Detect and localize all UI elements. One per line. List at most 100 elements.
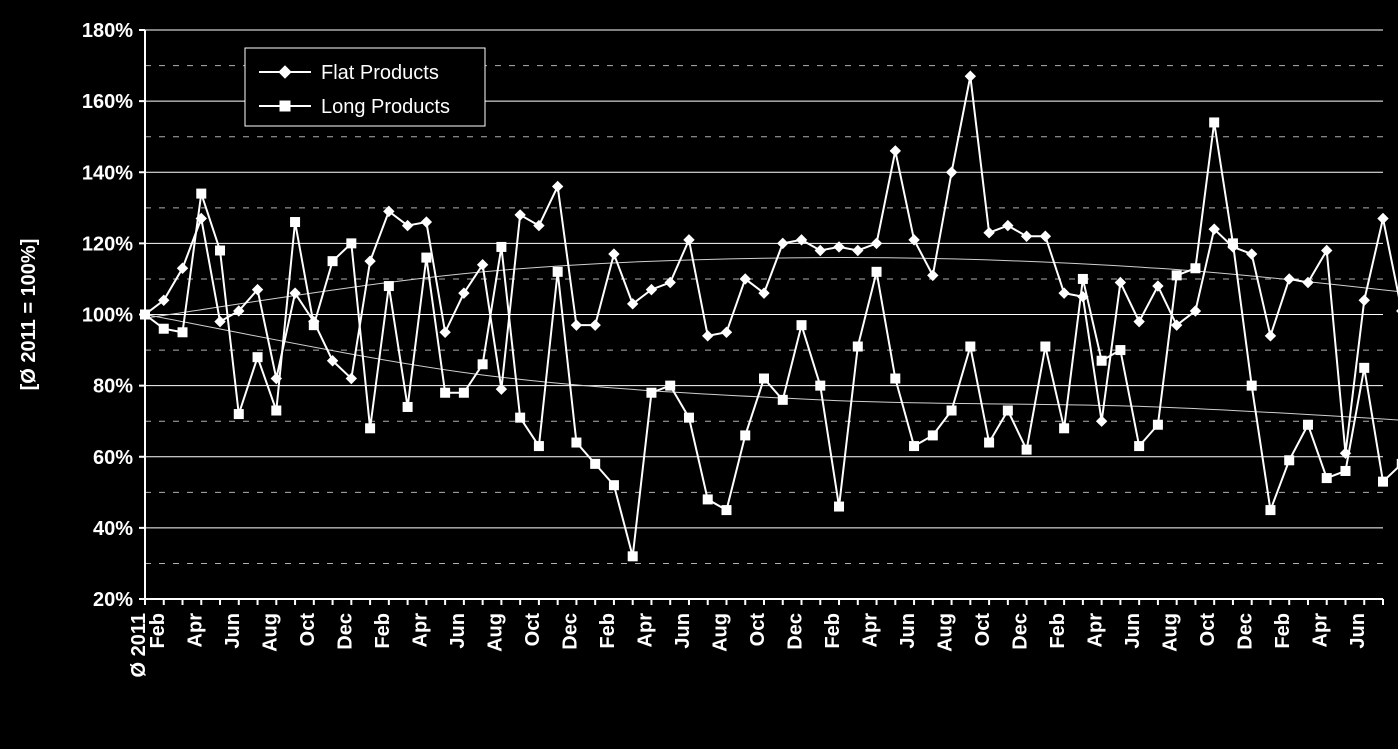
x-tick-label: Feb [597,613,619,649]
x-tick-label: Jun [1347,613,1369,649]
marker-square [684,413,693,422]
marker-square [1247,381,1256,390]
marker-square [1078,274,1087,283]
x-tick-label: Feb [1047,613,1069,649]
marker-square [891,374,900,383]
marker-square [966,342,975,351]
x-tick-label: Feb [372,613,394,649]
marker-square [422,253,431,262]
x-tick-label: Oct [1197,613,1219,647]
marker-square [497,242,506,251]
marker-square [722,506,731,515]
marker-square [947,406,956,415]
marker-square [347,239,356,248]
marker-square [1322,474,1331,483]
marker-square [1097,356,1106,365]
x-tick-label: Aug [935,613,957,652]
x-tick-label: Oct [747,613,769,647]
marker-square [835,502,844,511]
x-tick-label: Apr [409,613,431,648]
x-tick-label: Oct [297,613,319,647]
marker-square [253,353,262,362]
x-tick-label: Aug [1160,613,1182,652]
x-tick-label: Jun [1122,613,1144,649]
marker-square [985,438,994,447]
marker-square [1003,406,1012,415]
x-tick-label: Dec [1235,613,1257,650]
marker-square [216,246,225,255]
y-axis-title: [Ø 2011 = 100%] [18,239,40,391]
y-tick-label: 160% [82,91,133,113]
marker-square [928,431,937,440]
x-tick-label: Dec [1010,613,1032,650]
marker-square [141,310,150,319]
x-tick-label: Oct [522,613,544,647]
marker-square [572,438,581,447]
x-tick-label: Aug [259,613,281,652]
x-tick-label: Feb [1272,613,1294,649]
marker-square [797,321,806,330]
marker-square [1041,342,1050,351]
x-tick-label: Aug [709,613,731,652]
marker-square [1303,420,1312,429]
line-chart: 20%40%60%80%100%120%140%160%180%Ø 2011Fe… [0,0,1398,749]
x-tick-label: Oct [972,613,994,647]
marker-square [853,342,862,351]
marker-square [459,388,468,397]
marker-square [1266,506,1275,515]
legend-label-flat: Flat Products [321,62,439,84]
x-tick-label: Apr [860,613,882,648]
y-tick-label: 80% [93,376,133,398]
marker-square [534,442,543,451]
marker-square [1210,118,1219,127]
x-tick-label: Jun [897,613,919,649]
x-tick-label: Dec [785,613,807,650]
x-tick-label: Dec [334,613,356,650]
x-tick-label: Apr [634,613,656,648]
y-tick-label: 20% [93,589,133,611]
marker-square [309,321,318,330]
marker-square [197,189,206,198]
x-tick-label: Apr [184,613,206,648]
marker-square [478,360,487,369]
marker-square [703,495,712,504]
marker-square [872,267,881,276]
marker-square [1191,264,1200,273]
marker-square [234,410,243,419]
marker-square [591,459,600,468]
marker-square [403,402,412,411]
x-tick-label: Feb [822,613,844,649]
marker-square [1379,477,1388,486]
x-tick-label: Feb [147,613,169,649]
marker-square [628,552,637,561]
marker-square [553,267,562,276]
y-tick-label: 140% [82,162,133,184]
x-tick-label: Dec [559,613,581,650]
marker-square [1360,363,1369,372]
marker-square [609,481,618,490]
marker-square [159,324,168,333]
x-tick-label: Apr [1310,613,1332,648]
marker-square [328,257,337,266]
marker-square [1172,271,1181,280]
marker-square [816,381,825,390]
y-tick-label: 60% [93,447,133,469]
marker-square [516,413,525,422]
x-tick-label: Aug [484,613,506,652]
marker-square [1285,456,1294,465]
x-tick-label: Apr [1085,613,1107,648]
marker-square [760,374,769,383]
marker-square [272,406,281,415]
marker-square [1341,466,1350,475]
marker-square [366,424,375,433]
marker-square [1060,424,1069,433]
y-tick-label: 120% [82,233,133,255]
marker-square [1135,442,1144,451]
marker-square [1228,239,1237,248]
marker-square [384,282,393,291]
marker-square [291,218,300,227]
marker-square [778,395,787,404]
y-tick-label: 100% [82,305,133,327]
marker-square [1153,420,1162,429]
marker-square [1116,346,1125,355]
